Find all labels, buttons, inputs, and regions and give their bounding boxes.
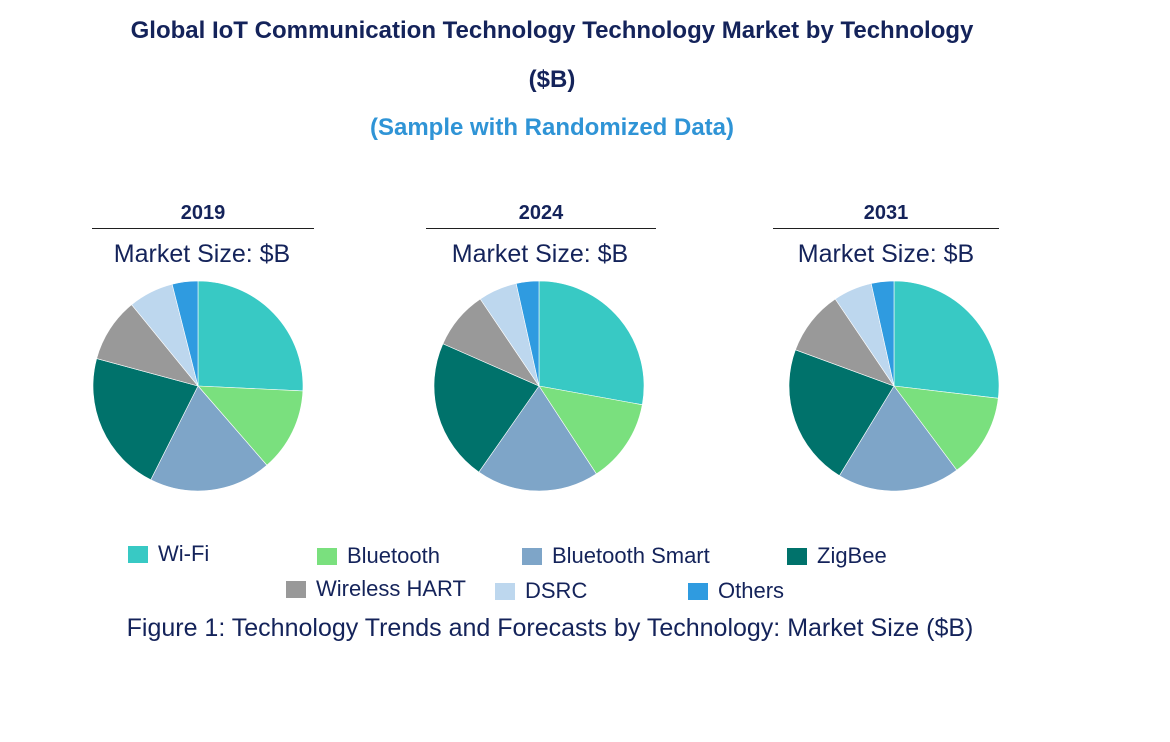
year-label-2031: 2031 <box>773 198 999 229</box>
legend-item-bluetooth: Bluetooth <box>317 543 440 569</box>
pie-slice-wi-fi-2031 <box>893 280 1000 399</box>
pie-slice-zigbee-2019 <box>92 358 199 481</box>
pie-slice-others-2024 <box>515 280 540 387</box>
pie-slice-bluetooth-2024 <box>538 385 643 475</box>
year-label-2024: 2024 <box>426 198 656 229</box>
pie-slice-bluetooth-2019 <box>197 385 304 466</box>
legend-item-others: Others <box>688 578 784 604</box>
pie-slice-bluetooth-smart-2024 <box>478 385 597 492</box>
legend-swatch-wifi <box>128 545 148 563</box>
legend-item-dsrc: DSRC <box>495 578 587 604</box>
pie-slice-wi-fi-2019 <box>197 280 304 392</box>
legend-swatch-bluetooth-smart <box>522 547 542 565</box>
pie-slice-zigbee-2024 <box>433 343 540 473</box>
pie-slice-zigbee-2031 <box>788 349 895 477</box>
pie-slice-bluetooth-smart-2019 <box>150 385 268 492</box>
market-size-label-2031: Market Size: $B <box>797 240 975 268</box>
legend-swatch-bluetooth <box>317 547 337 565</box>
pie-chart-2019 <box>92 280 304 492</box>
legend-label-others: Others <box>718 578 785 603</box>
market-size-label-2019: Market Size: $B <box>113 240 291 268</box>
chart-title-line2: ($B) <box>528 66 576 93</box>
chart-title-line1: Global IoT Communication Technology Tech… <box>130 17 974 44</box>
pie-chart-2031 <box>788 280 1000 492</box>
pie-chart-2024 <box>433 280 645 492</box>
pie-slice-wi-fi-2024 <box>538 280 645 406</box>
legend-label-dsrc: DSRC <box>525 578 588 603</box>
pie-slice-bluetooth-smart-2031 <box>838 385 958 492</box>
market-size-label-2024: Market Size: $B <box>451 240 629 268</box>
year-label-2019: 2019 <box>92 198 314 229</box>
legend-swatch-dsrc <box>495 582 515 600</box>
legend-item-bluetooth-smart: Bluetooth Smart <box>522 543 710 569</box>
legend-swatch-others <box>688 582 708 600</box>
legend-item-zigbee: ZigBee <box>787 543 887 569</box>
legend-label-zigbee: ZigBee <box>817 543 887 568</box>
pie-slice-others-2031 <box>870 280 895 387</box>
legend-item-wireless-hart: Wireless HART <box>286 576 466 602</box>
legend-swatch-zigbee <box>787 547 807 565</box>
legend-item-wifi: Wi-Fi <box>128 541 209 567</box>
legend-label-bluetooth-smart: Bluetooth Smart <box>552 543 710 568</box>
legend-label-wireless-hart: Wireless HART <box>316 576 466 601</box>
legend-swatch-wireless-hart <box>286 580 306 598</box>
pie-slice-bluetooth-2031 <box>893 385 999 471</box>
chart-subtitle: (Sample with Randomized Data) <box>369 114 735 141</box>
figure-caption: Figure 1: Technology Trends and Forecast… <box>126 614 974 642</box>
pie-slice-others-2019 <box>171 280 199 387</box>
legend-label-bluetooth: Bluetooth <box>347 543 440 568</box>
legend-label-wifi: Wi-Fi <box>158 541 210 566</box>
